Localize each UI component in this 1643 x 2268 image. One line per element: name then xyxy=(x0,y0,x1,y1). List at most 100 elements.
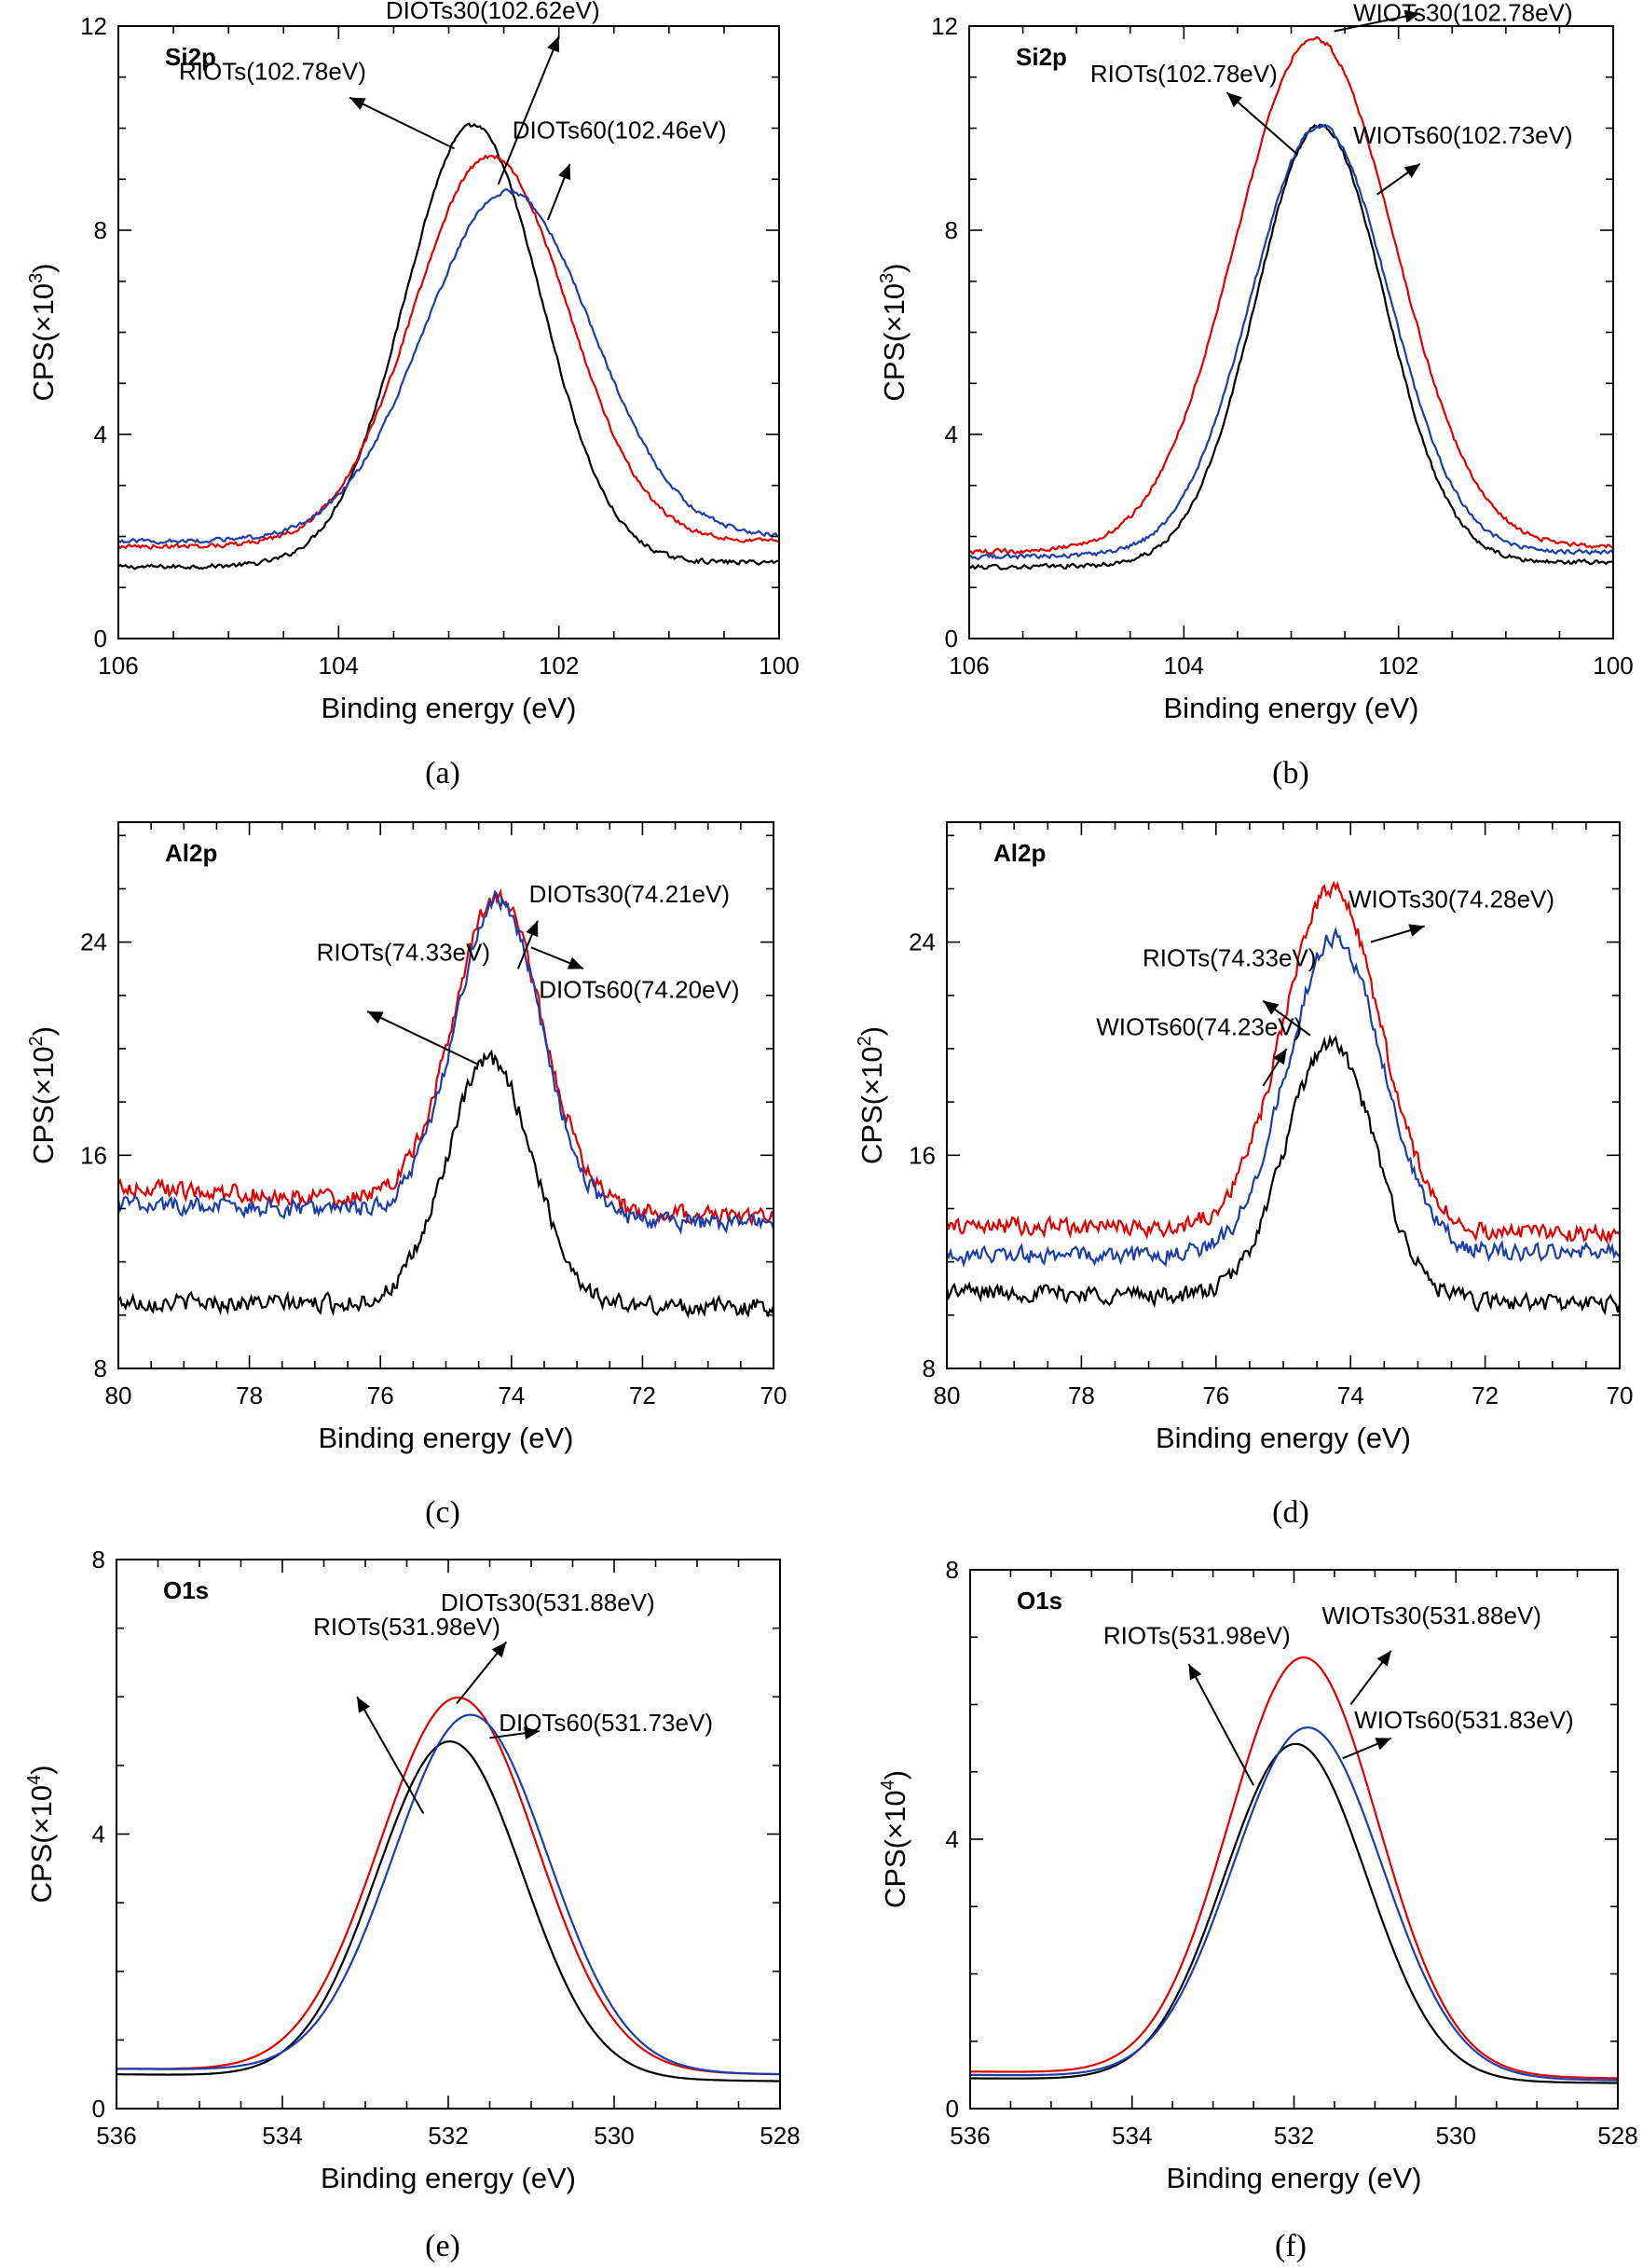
annotation-arrow-line xyxy=(497,35,560,186)
y-axis-title-exponent: 2 xyxy=(26,1036,47,1046)
panel-f: 536 534 532 530 528 0 4 8 Binding energy (eV) CPS… xyxy=(878,1556,1638,2263)
x-tick-label: 530 xyxy=(594,2122,634,2150)
annotation-arrow-line xyxy=(1187,1663,1254,1786)
annotation: RIOTs(74.33eV) xyxy=(317,939,490,1066)
annotation: WIOTs60(74.23eV) xyxy=(1096,1013,1302,1087)
x-tick-label: 70 xyxy=(760,1381,787,1409)
annotation-label: WIOTs60(74.23eV) xyxy=(1096,1013,1302,1041)
annotation-arrow-head xyxy=(1375,1738,1391,1751)
x-tick-label: 104 xyxy=(1164,652,1204,680)
y-axis-title-main: CPS(×10 xyxy=(27,283,60,402)
annotation-label: DIOTs30(74.21eV) xyxy=(529,880,730,908)
annotation-arrow-head xyxy=(567,956,584,969)
series-diots30 xyxy=(118,887,774,1229)
annotation-label: DIOTs60(102.46eV) xyxy=(513,116,727,144)
annotation-label: DIOTs30(531.88eV) xyxy=(441,1588,655,1616)
annotation-arrow-head xyxy=(526,920,539,938)
panel-caption: (b) xyxy=(1272,756,1309,790)
y-tick-label: 4 xyxy=(94,420,107,448)
panel-caption: (d) xyxy=(1272,1495,1309,1530)
annotation: DIOTs60(531.73eV) xyxy=(489,1709,713,1740)
y-tick-label: 8 xyxy=(946,1556,959,1584)
x-tick-label: 528 xyxy=(1597,2122,1637,2150)
annotation-arrow-head xyxy=(524,1726,540,1740)
series-wiots60 xyxy=(970,1726,1618,2082)
y-tick-label: 8 xyxy=(94,216,107,244)
y-axis-title-exponent: 3 xyxy=(877,273,897,283)
series-diots30 xyxy=(118,154,779,550)
y-tick-label: 12 xyxy=(80,12,107,40)
panel-element-title: Al2p xyxy=(165,839,217,867)
x-tick-label: 72 xyxy=(629,1381,656,1409)
x-tick-label: 534 xyxy=(262,2122,302,2150)
y-axis-title: CPS(×102) xyxy=(26,1026,60,1164)
y-axis-title-close: ) xyxy=(856,1026,888,1036)
x-tick-label: 536 xyxy=(950,2122,990,2150)
annotation: DIOTs60(74.20eV) xyxy=(530,946,740,1004)
y-axis-title: CPS(×104) xyxy=(878,1770,911,1908)
annotation: WIOTs30(102.78eV) xyxy=(1334,0,1573,33)
y-axis-title-exponent: 4 xyxy=(24,1775,45,1785)
series-wiots30 xyxy=(947,880,1620,1244)
y-axis-title-main: CPS(×10 xyxy=(27,1046,60,1164)
y-tick-label: 4 xyxy=(945,420,958,448)
annotation-arrow-head xyxy=(491,1642,507,1658)
x-tick-label: 532 xyxy=(1274,2122,1314,2150)
annotation: WIOTs60(102.73eV) xyxy=(1353,121,1573,196)
y-tick-label: 0 xyxy=(945,625,958,653)
annotation: RIOTs(74.33eV) xyxy=(1143,943,1316,1037)
x-tick-label: 80 xyxy=(934,1381,961,1409)
y-tick-label: 0 xyxy=(94,625,107,653)
annotation-arrow-head xyxy=(558,163,571,181)
y-axis-title-close: ) xyxy=(878,263,910,272)
panel-caption: (f) xyxy=(1275,2229,1307,2263)
annotation: WIOTs30(531.88eV) xyxy=(1321,1601,1541,1706)
series-diots60 xyxy=(118,187,779,545)
plot-frame xyxy=(969,1569,1619,2110)
series-wiots30 xyxy=(969,35,1613,556)
y-tick-label: 8 xyxy=(92,1546,105,1574)
annotation-arrow-head xyxy=(1273,1048,1287,1065)
y-axis-title: CPS(×102) xyxy=(855,1026,888,1164)
x-tick-label: 74 xyxy=(498,1381,525,1409)
y-axis-title-close: ) xyxy=(27,263,60,272)
panel-a: 106 104 102 100 0 4 8 12 Binding energy (eV) CPS(… xyxy=(26,0,800,790)
annotation-arrow-head xyxy=(1403,9,1420,23)
annotation: DIOTs30(102.62eV) xyxy=(386,0,600,186)
annotation-arrow-line xyxy=(349,96,455,150)
annotation-arrow-head xyxy=(1263,1000,1280,1015)
annotation-label: WIOTs30(74.28eV) xyxy=(1349,885,1554,913)
x-tick-label: 74 xyxy=(1337,1381,1364,1409)
y-axis-title-exponent: 4 xyxy=(878,1780,898,1790)
annotation: DIOTs30(531.88eV) xyxy=(441,1588,655,1705)
series-wiots60 xyxy=(969,123,1613,561)
annotation-arrow-line xyxy=(1225,91,1297,155)
annotation-label: WIOTs30(531.88eV) xyxy=(1321,1601,1541,1629)
panel-element-title: Si2p xyxy=(1016,43,1067,71)
x-tick-label: 106 xyxy=(949,652,989,680)
x-axis-title: Binding energy (eV) xyxy=(1164,692,1419,724)
y-tick-label: 16 xyxy=(80,1141,107,1169)
panel-caption: (e) xyxy=(425,2229,460,2263)
y-axis-title: CPS(×104) xyxy=(24,1765,58,1903)
y-axis-title-main: CPS(×10 xyxy=(879,1790,911,1908)
y-tick-label: 16 xyxy=(909,1141,936,1169)
x-tick-label: 100 xyxy=(1593,652,1633,680)
x-tick-label: 534 xyxy=(1112,2122,1152,2150)
annotation-arrow-head xyxy=(1226,92,1243,107)
y-axis-title-main: CPS(×10 xyxy=(878,283,910,402)
x-tick-label: 78 xyxy=(236,1381,263,1409)
series-riots xyxy=(969,123,1613,570)
panel-element-title: O1s xyxy=(163,1576,209,1604)
x-tick-label: 100 xyxy=(759,652,799,680)
y-tick-label: 0 xyxy=(946,2095,959,2123)
y-axis-title: CPS(×103) xyxy=(877,263,910,401)
panel-element-title: O1s xyxy=(1017,1587,1062,1615)
annotation-label: WIOTs60(531.83eV) xyxy=(1354,1706,1574,1734)
x-tick-label: 70 xyxy=(1607,1381,1634,1409)
x-tick-label: 102 xyxy=(1378,652,1418,680)
x-tick-label: 106 xyxy=(98,652,138,680)
annotation-arrow-head xyxy=(1403,163,1420,178)
annotation-label: RIOTs(74.33eV) xyxy=(1143,943,1316,971)
